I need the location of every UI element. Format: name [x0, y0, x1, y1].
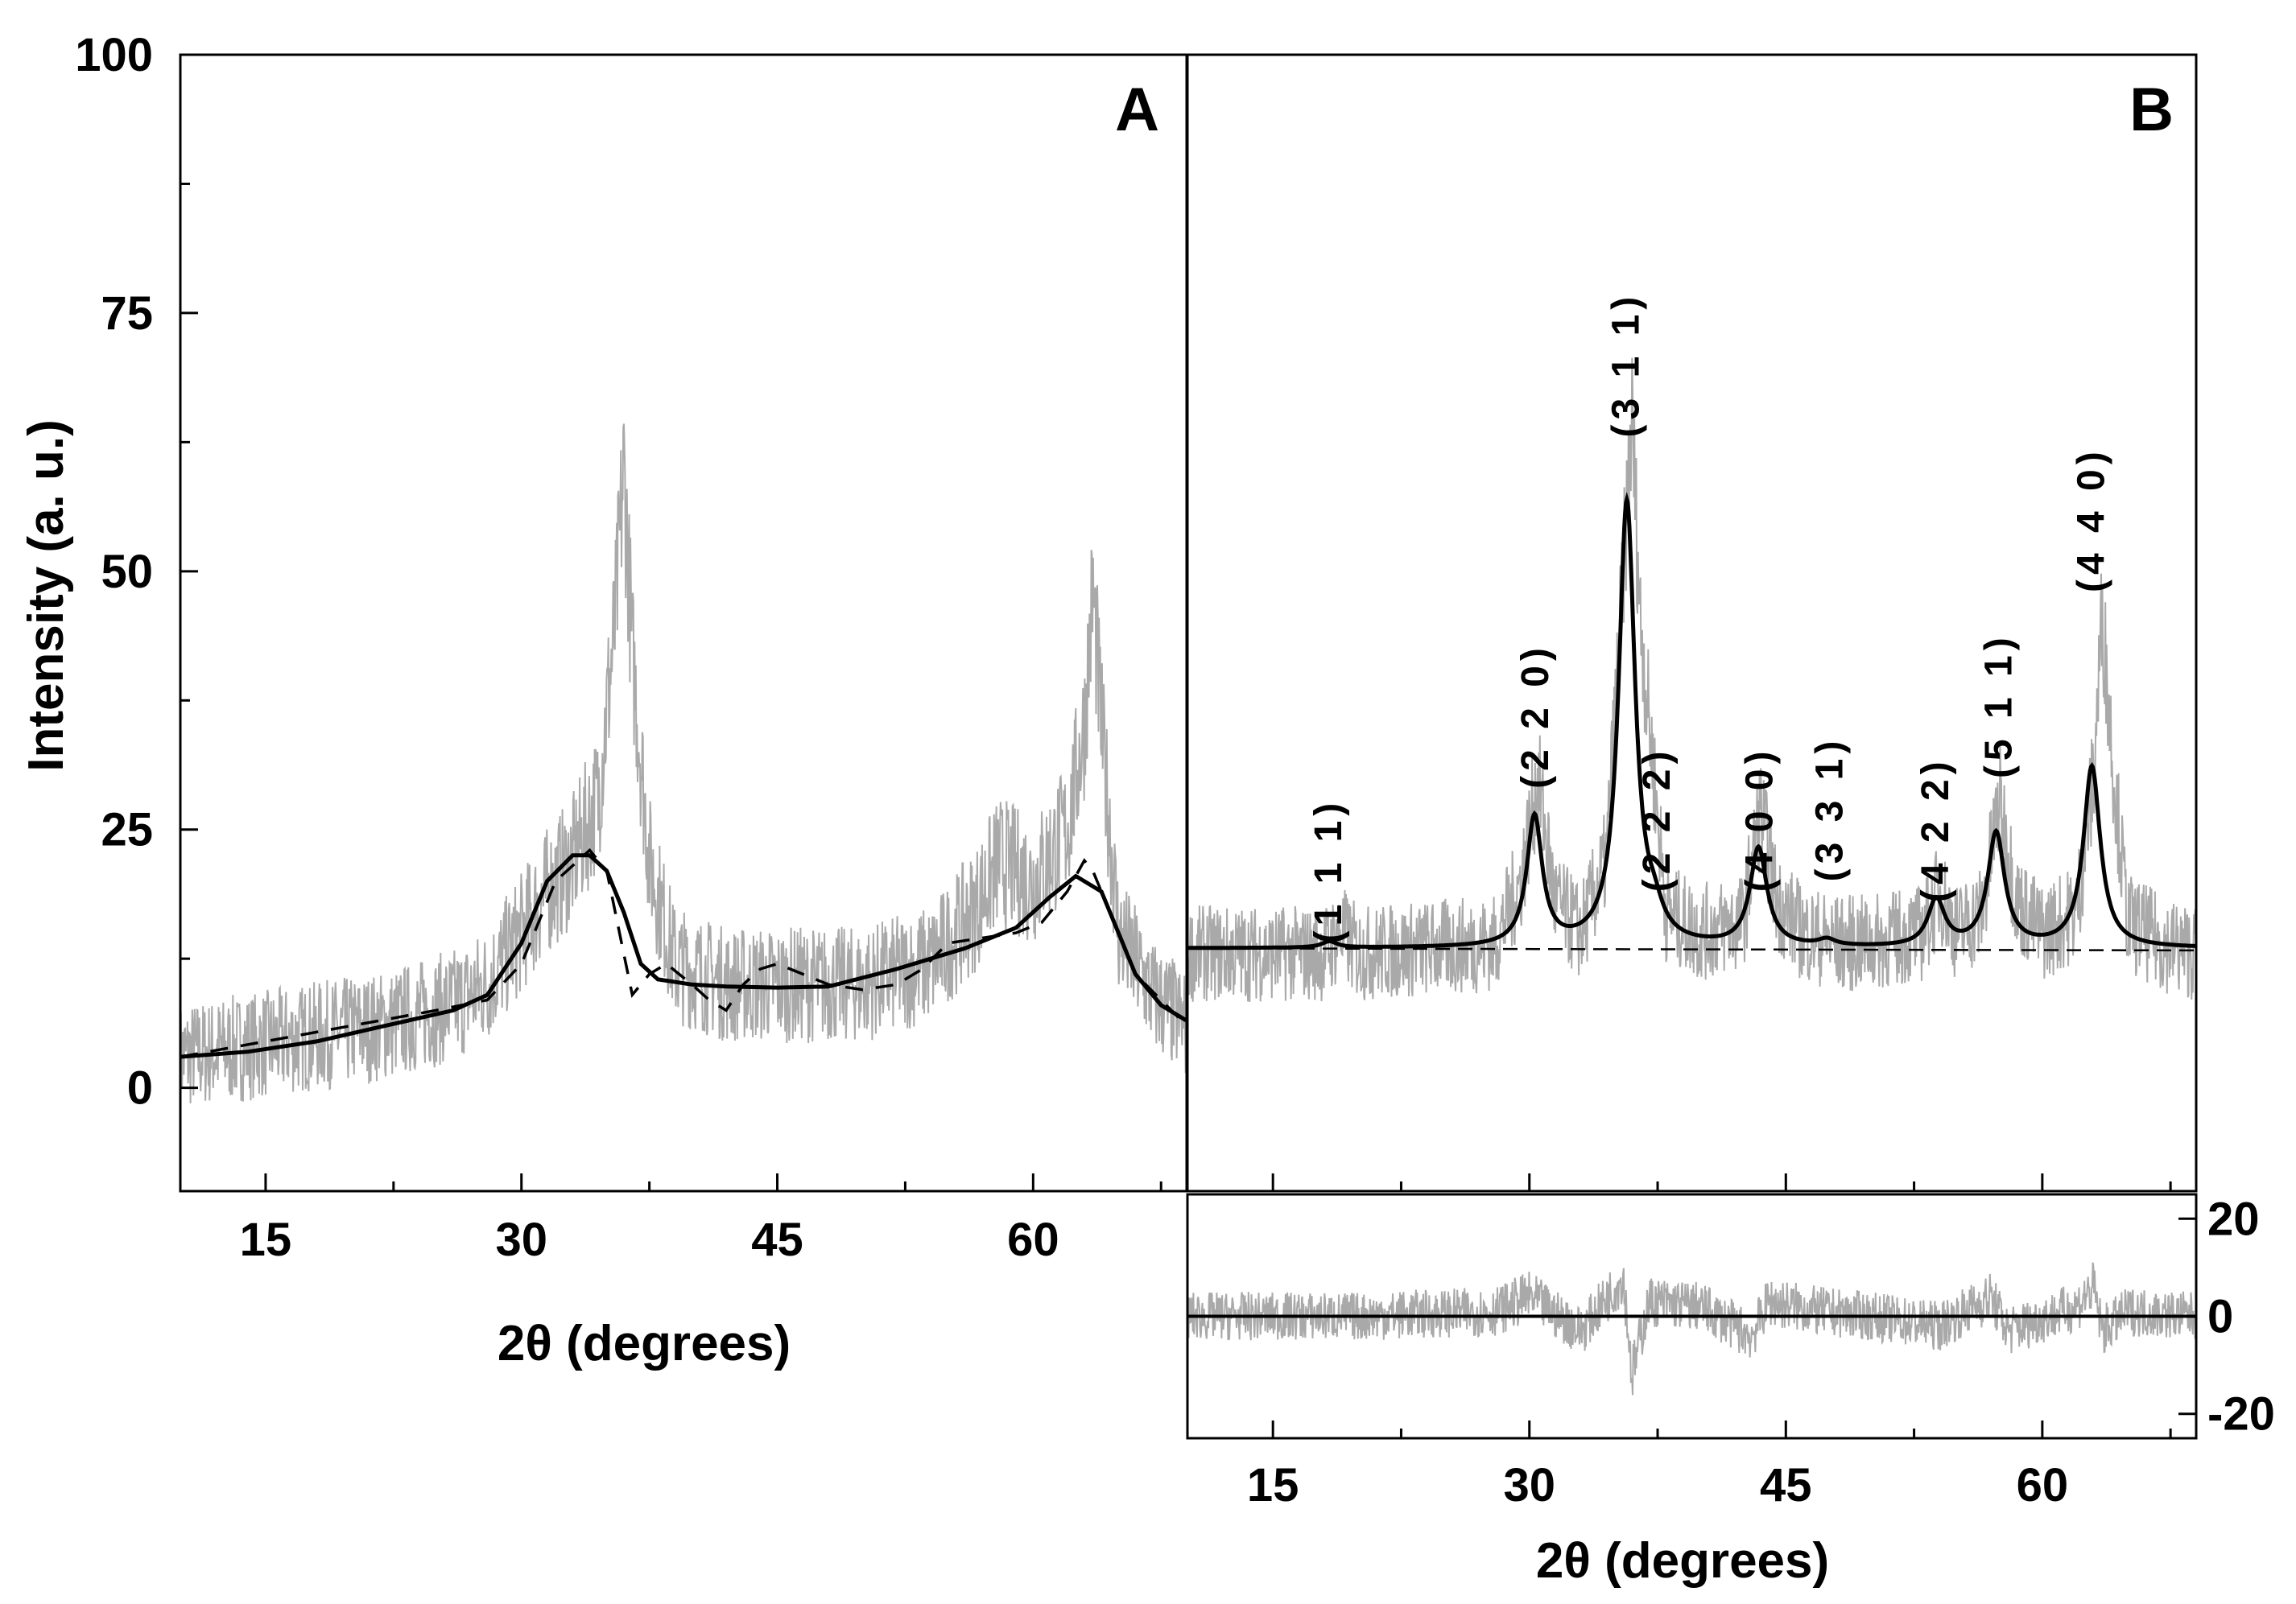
panel-a-observed-series [180, 423, 1187, 1111]
panel-a-label: A [1115, 76, 1159, 144]
panel-b-frame [1186, 53, 2198, 1193]
peak-label: (1 1 1) [1307, 798, 1350, 944]
panel-a-plot-area [180, 423, 1187, 1111]
panel-b: (1 1 1) (2 2 0) (3 1 1) (2 2 2) (4 0 0) (3 3 … [1186, 53, 2198, 1193]
residual-plot-area [1187, 1262, 2196, 1396]
residual-x-ticks: 15 30 45 60 [1247, 1421, 2172, 1511]
panel-a-dashed-fit-series [180, 847, 1187, 1058]
panel-a-y-tick-label: 50 [101, 546, 153, 598]
panel-b-background-series [1187, 947, 2196, 952]
y-axis-label: Intensity (a. u.) [19, 419, 74, 771]
peak-label: (3 1 1) [1605, 292, 1648, 438]
residual-x-tick-label: 15 [1247, 1459, 1299, 1511]
residual-y-ticks: -20 0 20 [2178, 1193, 2275, 1441]
panel-a-x-tick-label: 30 [495, 1214, 547, 1266]
panel-a-x-axis-label: 2θ (degrees) [498, 1316, 791, 1371]
panel-b-x-axis-label: 2θ (degrees) [1536, 1533, 1829, 1589]
panel-a-y-tick-label: 25 [101, 804, 153, 856]
residual-series [1187, 1262, 2196, 1396]
panel-b-x-ticks [1271, 1173, 2172, 1191]
peak-label: (2 2 2) [1636, 747, 1679, 893]
panel-b-label: B [2129, 76, 2174, 144]
panel-b-peak-labels: (1 1 1) (2 2 0) (3 1 1) (2 2 2) (4 0 0) (3 3 … [1307, 292, 2112, 944]
panel-a-x-ticks: 15 30 45 60 [240, 1173, 1162, 1266]
residual-y-tick-label: -20 [2207, 1388, 2275, 1441]
panel-a-y-tick-label: 75 [101, 287, 153, 340]
peak-label: (4 0 0) [1738, 747, 1781, 893]
peak-label: (4 2 2) [1914, 757, 1957, 902]
panel-a-fit-series [180, 853, 1187, 1059]
panel-b-residual: 15 30 45 60 -20 0 20 2θ (degrees) [1186, 1193, 2275, 1589]
residual-x-tick-label: 60 [2017, 1459, 2069, 1511]
panel-a: 15 30 45 60 0 25 50 75 100 A 2θ (degrees) Inten… [19, 29, 1188, 1371]
residual-x-tick-label: 45 [1760, 1459, 1812, 1511]
panel-a-x-tick-label: 15 [240, 1214, 292, 1266]
peak-label: (2 2 0) [1514, 643, 1557, 789]
panel-a-y-ticks: 0 25 50 75 100 [75, 29, 198, 1115]
panel-a-y-tick-label: 0 [127, 1062, 153, 1115]
residual-y-tick-label: 20 [2207, 1193, 2260, 1245]
residual-y-tick-label: 0 [2207, 1291, 2233, 1343]
residual-x-tick-label: 30 [1503, 1459, 1555, 1511]
peak-label: (5 1 1) [1978, 633, 2021, 778]
panel-a-y-tick-label: 100 [75, 29, 153, 81]
peak-label: (4 4 0) [2070, 447, 2112, 592]
panel-b-fit-series [1187, 491, 2196, 950]
panel-b-observed-series [1187, 357, 2196, 1003]
peak-label: (3 3 1) [1808, 736, 1851, 882]
panel-a-x-tick-label: 45 [751, 1214, 803, 1266]
panel-a-x-tick-label: 60 [1007, 1214, 1059, 1266]
panel-b-plot-area [1187, 357, 2196, 1003]
